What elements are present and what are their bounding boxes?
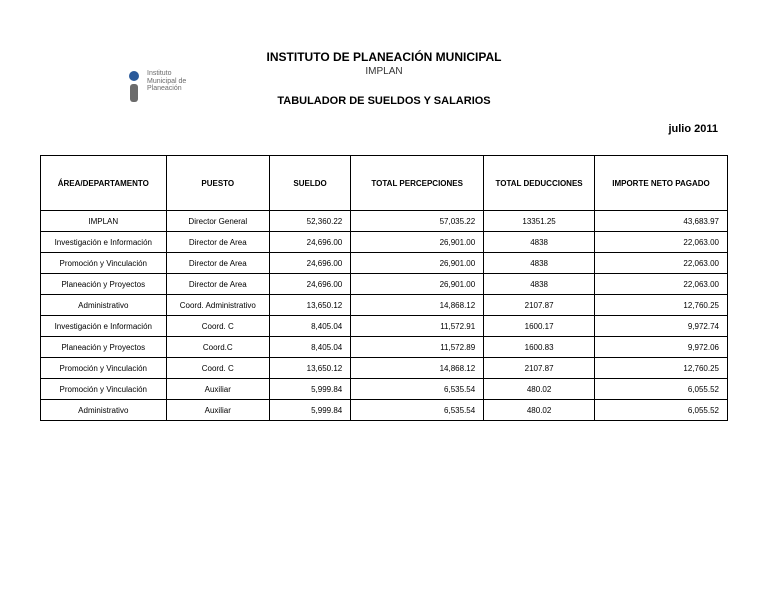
cell-neto: 6,055.52 (594, 400, 727, 421)
cell-puesto: Director de Area (166, 253, 269, 274)
cell-puesto: Auxiliar (166, 400, 269, 421)
table-row: IMPLANDirector General52,360.2257,035.22… (41, 211, 728, 232)
cell-puesto: Director General (166, 211, 269, 232)
cell-sueldo: 52,360.22 (269, 211, 350, 232)
cell-sueldo: 24,696.00 (269, 232, 350, 253)
cell-neto: 6,055.52 (594, 379, 727, 400)
cell-sueldo: 8,405.04 (269, 337, 350, 358)
cell-neto: 22,063.00 (594, 253, 727, 274)
cell-puesto: Auxiliar (166, 379, 269, 400)
cell-deduc: 1600.83 (484, 337, 595, 358)
cell-area: Planeación y Proyectos (41, 274, 167, 295)
cell-deduc: 2107.87 (484, 358, 595, 379)
cell-percep: 26,901.00 (351, 232, 484, 253)
cell-percep: 6,535.54 (351, 400, 484, 421)
table-row: Planeación y ProyectosDirector de Area24… (41, 274, 728, 295)
cell-deduc: 13351.25 (484, 211, 595, 232)
cell-puesto: Coord.C (166, 337, 269, 358)
col-neto: IMPORTE NETO PAGADO (594, 156, 727, 211)
cell-area: IMPLAN (41, 211, 167, 232)
cell-area: Administrativo (41, 400, 167, 421)
document-date: julio 2011 (40, 123, 718, 135)
cell-deduc: 4838 (484, 232, 595, 253)
table-header-row: ÁREA/DEPARTAMENTO PUESTO SUELDO TOTAL PE… (41, 156, 728, 211)
cell-puesto: Director de Area (166, 274, 269, 295)
cell-area: Investigación e Información (41, 316, 167, 337)
cell-sueldo: 24,696.00 (269, 253, 350, 274)
cell-percep: 14,868.12 (351, 295, 484, 316)
cell-puesto: Coord. C (166, 358, 269, 379)
cell-percep: 14,868.12 (351, 358, 484, 379)
cell-sueldo: 5,999.84 (269, 379, 350, 400)
cell-puesto: Coord. C (166, 316, 269, 337)
cell-sueldo: 13,650.12 (269, 358, 350, 379)
cell-area: Promoción y Vinculación (41, 253, 167, 274)
col-percepciones: TOTAL PERCEPCIONES (351, 156, 484, 211)
col-deducciones: TOTAL DEDUCCIONES (484, 156, 595, 211)
cell-sueldo: 5,999.84 (269, 400, 350, 421)
page-title: INSTITUTO DE PLANEACIÓN MUNICIPAL (40, 50, 728, 64)
logo: Instituto Municipal de Planeación (125, 70, 186, 106)
logo-text: Instituto Municipal de Planeación (147, 70, 186, 93)
cell-neto: 9,972.74 (594, 316, 727, 337)
cell-area: Promoción y Vinculación (41, 358, 167, 379)
cell-percep: 11,572.91 (351, 316, 484, 337)
cell-neto: 12,760.25 (594, 358, 727, 379)
cell-sueldo: 13,650.12 (269, 295, 350, 316)
table-row: Planeación y ProyectosCoord.C8,405.0411,… (41, 337, 728, 358)
cell-percep: 6,535.54 (351, 379, 484, 400)
table-row: AdministrativoCoord. Administrativo13,65… (41, 295, 728, 316)
table-row: Investigación e InformaciónCoord. C8,405… (41, 316, 728, 337)
cell-sueldo: 8,405.04 (269, 316, 350, 337)
cell-deduc: 480.02 (484, 400, 595, 421)
cell-percep: 26,901.00 (351, 274, 484, 295)
cell-neto: 9,972.06 (594, 337, 727, 358)
logo-line3: Planeación (147, 85, 186, 93)
logo-icon (125, 70, 143, 106)
table-row: Promoción y VinculaciónAuxiliar5,999.846… (41, 379, 728, 400)
cell-sueldo: 24,696.00 (269, 274, 350, 295)
cell-neto: 22,063.00 (594, 232, 727, 253)
cell-area: Investigación e Información (41, 232, 167, 253)
col-area: ÁREA/DEPARTAMENTO (41, 156, 167, 211)
logo-line2: Municipal de (147, 78, 186, 86)
cell-puesto: Director de Area (166, 232, 269, 253)
cell-percep: 57,035.22 (351, 211, 484, 232)
cell-percep: 26,901.00 (351, 253, 484, 274)
col-puesto: PUESTO (166, 156, 269, 211)
cell-area: Administrativo (41, 295, 167, 316)
cell-deduc: 1600.17 (484, 316, 595, 337)
cell-area: Promoción y Vinculación (41, 379, 167, 400)
table-row: Investigación e InformaciónDirector de A… (41, 232, 728, 253)
logo-line1: Instituto (147, 70, 186, 78)
cell-neto: 12,760.25 (594, 295, 727, 316)
cell-deduc: 4838 (484, 253, 595, 274)
table-row: Promoción y VinculaciónCoord. C13,650.12… (41, 358, 728, 379)
cell-neto: 22,063.00 (594, 274, 727, 295)
table-row: Promoción y VinculaciónDirector de Area2… (41, 253, 728, 274)
table-body: IMPLANDirector General52,360.2257,035.22… (41, 211, 728, 421)
table-row: AdministrativoAuxiliar5,999.846,535.5448… (41, 400, 728, 421)
cell-neto: 43,683.97 (594, 211, 727, 232)
header: Instituto Municipal de Planeación INSTIT… (40, 50, 728, 135)
cell-deduc: 2107.87 (484, 295, 595, 316)
cell-deduc: 4838 (484, 274, 595, 295)
col-sueldo: SUELDO (269, 156, 350, 211)
salary-table: ÁREA/DEPARTAMENTO PUESTO SUELDO TOTAL PE… (40, 155, 728, 421)
cell-deduc: 480.02 (484, 379, 595, 400)
cell-percep: 11,572.89 (351, 337, 484, 358)
cell-area: Planeación y Proyectos (41, 337, 167, 358)
cell-puesto: Coord. Administrativo (166, 295, 269, 316)
